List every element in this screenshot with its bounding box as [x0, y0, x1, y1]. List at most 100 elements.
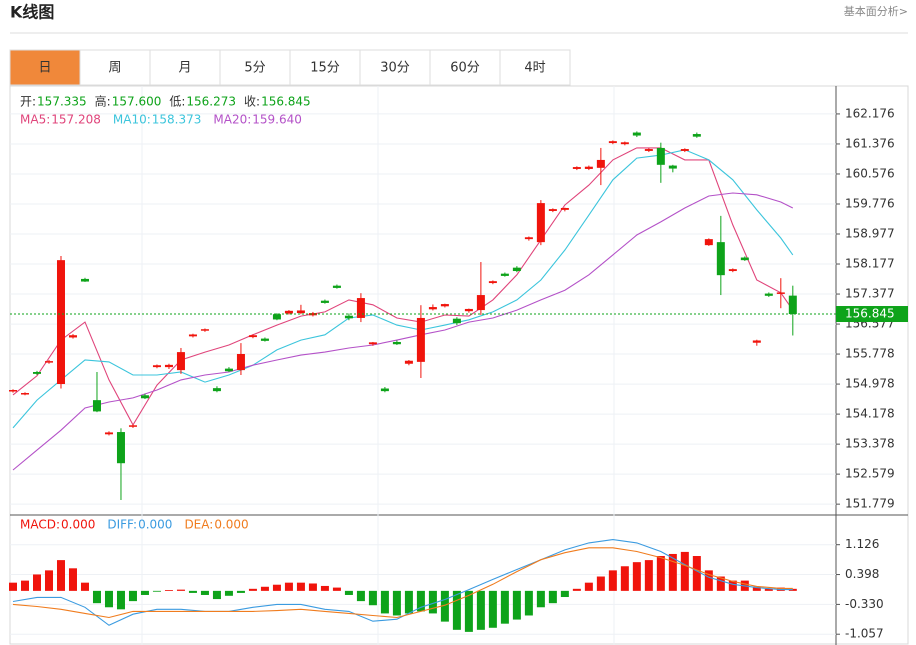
legend-label: MACD: — [20, 518, 60, 532]
legend-value: 157.208 — [51, 113, 101, 127]
last-price-tag — [836, 306, 908, 323]
plot-layer: 162.176 161.376 160.576 159.776 158.977 158.1… — [8, 94, 908, 641]
macd-bar — [320, 585, 329, 591]
candle-body — [548, 209, 557, 211]
legend-value: 157.600 — [112, 95, 162, 109]
macd-bar — [560, 590, 569, 598]
tab-label[interactable]: 30分 — [380, 61, 410, 76]
period-tabs: 日 周 月 5分 15分 30分 60分 4时 — [9, 49, 571, 86]
chart-frame — [9, 85, 909, 645]
candle-body — [200, 329, 209, 331]
candle-body — [500, 273, 509, 276]
macd-bar — [632, 562, 641, 591]
macd-bar — [128, 590, 137, 602]
last-price-label: 156.845 — [845, 307, 895, 321]
tab-bg[interactable] — [149, 49, 221, 86]
macd-bar — [572, 588, 581, 591]
macd-bar — [464, 590, 473, 632]
candle-body — [104, 432, 113, 435]
tab-label[interactable]: 月 — [178, 61, 191, 76]
candle-body — [116, 432, 125, 464]
tab-bg[interactable] — [359, 49, 431, 86]
macd-bar — [368, 590, 377, 606]
macd-bar — [356, 590, 365, 602]
macd-bar — [704, 570, 713, 591]
legend-label: 高: — [95, 94, 111, 109]
macd-bar — [764, 588, 773, 591]
candle-body — [188, 334, 197, 337]
candle-body — [488, 281, 497, 284]
legend-label: 收: — [244, 95, 260, 109]
candle-body — [536, 203, 545, 243]
candle-body — [8, 390, 17, 392]
macd-bar — [344, 590, 353, 595]
candle-body — [92, 400, 101, 412]
macd-bar — [524, 590, 533, 616]
candle-body — [728, 269, 737, 272]
tab-label[interactable]: 日 — [38, 61, 51, 76]
tab-label[interactable]: 60分 — [450, 61, 480, 76]
macd-bar — [56, 560, 65, 591]
legend-label: 低: — [169, 95, 185, 109]
analysis-link[interactable]: 基本面分析> — [844, 4, 908, 18]
candle-body — [740, 257, 749, 261]
macd-bar — [788, 588, 797, 591]
macd-bar — [584, 582, 593, 591]
tab-label[interactable]: 4时 — [524, 61, 545, 76]
macd-bar — [716, 576, 725, 591]
candle-body — [704, 239, 713, 246]
macd-bar — [116, 590, 125, 610]
macd-bar — [176, 589, 185, 591]
y-tick-label: 162.176 — [845, 106, 895, 120]
macd-bar — [104, 590, 113, 608]
candle-body — [380, 388, 389, 392]
vertical-grid — [141, 86, 615, 645]
y-tick-label: 154.978 — [845, 377, 895, 391]
candle-body — [44, 361, 53, 363]
macd-bar — [404, 590, 413, 614]
candle-body — [284, 310, 293, 314]
tab-label[interactable]: 15分 — [310, 61, 340, 76]
y-tick-label: 1.126 — [845, 537, 879, 551]
macd-bar — [224, 590, 233, 596]
legend-label: MA20: — [213, 113, 251, 127]
tab-label[interactable]: 5分 — [244, 61, 265, 76]
candle-body — [152, 365, 161, 368]
y-tick-label: 153.378 — [845, 437, 895, 451]
candle-body — [404, 360, 413, 364]
macd-bar — [248, 588, 257, 591]
macd-bar — [644, 560, 653, 591]
macd-bar — [728, 580, 737, 591]
legend-value: 158.373 — [152, 113, 202, 127]
y-tick-label: 158.977 — [845, 226, 895, 240]
macd-bar — [488, 590, 497, 628]
candle-body — [776, 292, 785, 294]
legend-value: 156.845 — [261, 95, 311, 109]
macd-bar — [212, 590, 221, 600]
macd-bar — [44, 570, 53, 591]
candle-body — [632, 132, 641, 136]
ma-line — [12, 192, 794, 471]
candle-body — [416, 317, 425, 362]
candle-body — [212, 388, 221, 392]
candle-body — [392, 341, 401, 345]
macd-bar — [200, 590, 209, 595]
y-tick-label: 157.377 — [845, 287, 895, 301]
candle-body — [716, 242, 725, 276]
legend-label: MA10: — [113, 113, 151, 127]
candle-body — [692, 134, 701, 137]
legend-value: 0.000 — [138, 518, 172, 532]
tab-label[interactable]: 周 — [108, 61, 121, 76]
candle-body — [608, 141, 617, 144]
tab-bg[interactable] — [79, 49, 151, 86]
macd-bar — [752, 586, 761, 591]
candle-body — [788, 295, 797, 315]
tab-bg[interactable] — [499, 49, 571, 86]
candle-body — [668, 165, 677, 169]
macd-bar — [20, 580, 29, 591]
candle-body — [32, 372, 41, 374]
macd-bar — [656, 556, 665, 591]
macd-bar — [380, 590, 389, 614]
candle-body — [596, 159, 605, 168]
macd-bar — [32, 574, 41, 591]
